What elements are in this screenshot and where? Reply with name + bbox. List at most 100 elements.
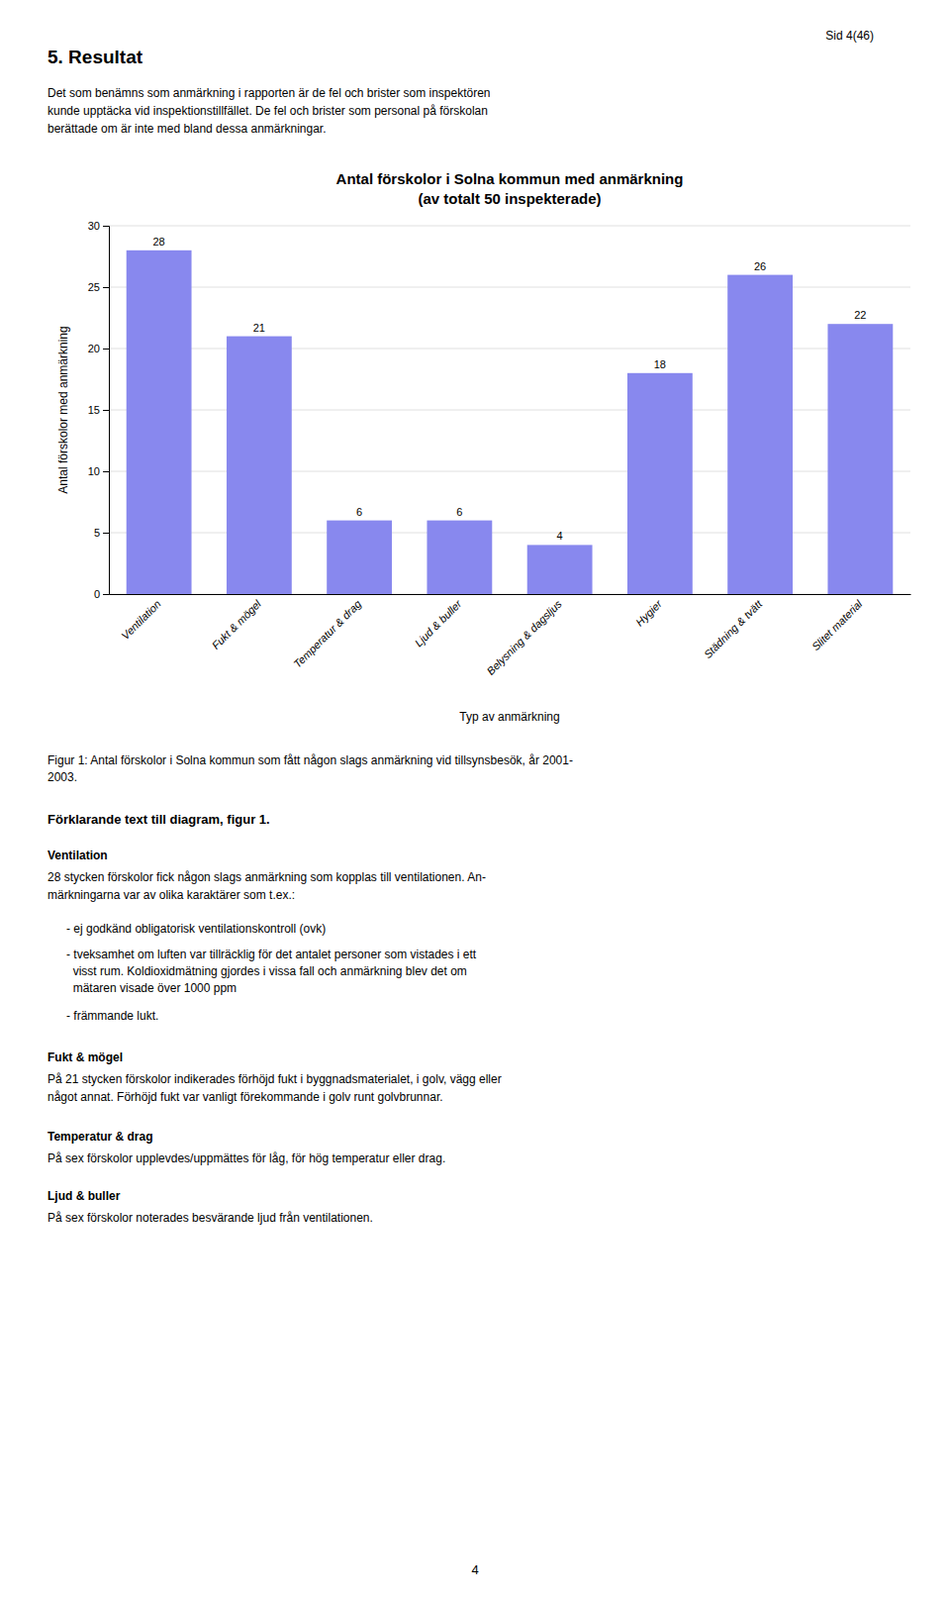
- page-header: Sid 4(46): [825, 28, 874, 43]
- x-tick-label: Ljud & buller: [412, 596, 466, 650]
- text-line: Ljud & buller: [47, 1188, 121, 1203]
- text-line: Temperatur & drag: [47, 1129, 153, 1143]
- bar: [126, 250, 192, 594]
- text-line: märkningarna var av olika karaktärer som…: [47, 887, 295, 902]
- y-tick-mark: [102, 532, 109, 534]
- y-axis-title: Antal förskolor med anmärkning: [56, 325, 71, 493]
- data-label: 26: [754, 260, 766, 273]
- y-tick-label: 5: [94, 526, 100, 539]
- y-tick-mark: [102, 286, 109, 288]
- data-label: 4: [557, 529, 564, 542]
- heading: 5. Resultat: [47, 46, 144, 68]
- y-tick: 25: [88, 281, 109, 293]
- x-tick: Temperatur & drag: [290, 596, 365, 670]
- data-label: 6: [456, 505, 463, 518]
- y-tick-mark: [102, 348, 109, 350]
- text-line: På sex förskolor noterades besvärande lj…: [47, 1210, 374, 1225]
- y-tick: 15: [88, 403, 109, 416]
- subsection-title: Fukt & mögel: [47, 1049, 123, 1064]
- data-label: 28: [153, 235, 166, 248]
- x-tick-label: Hygier: [633, 596, 665, 629]
- x-tick-label: Städning & tvätt: [701, 596, 765, 661]
- bar: [627, 373, 693, 594]
- x-tick: Hygier: [633, 596, 665, 629]
- y-tick-label: 0: [94, 587, 100, 600]
- paragraph: 28 stycken förskolor fick någon slags an…: [47, 869, 486, 902]
- x-axis-title: Typ av anmärkning: [459, 709, 560, 724]
- bullet: - ej godkänd obligatorisk ventilationsko…: [66, 921, 326, 936]
- x-tick: Städning & tvätt: [701, 596, 765, 661]
- y-tick: 30: [88, 219, 109, 232]
- data-label: 22: [854, 308, 866, 321]
- paragraph: På sex förskolor noterades besvärande lj…: [47, 1210, 374, 1225]
- bars: [126, 250, 894, 594]
- y-tick: 5: [94, 526, 109, 539]
- chart-subtitle: (av totalt 50 inspekterade): [417, 190, 601, 207]
- document: Sid 4(46) 5. Resultat Det som benämns som …: [47, 28, 874, 1577]
- text-line: Figur 1: Antal förskolor i Solna kommun …: [47, 753, 573, 767]
- text-line: visst rum. Koldioxidmätning gjordes i vi…: [66, 963, 468, 978]
- text-line: 2003.: [47, 769, 78, 784]
- y-tick-mark: [102, 471, 109, 473]
- bar: [827, 323, 893, 594]
- text-line: mätaren visade över 1000 ppm: [66, 980, 237, 995]
- grid: [108, 225, 911, 594]
- y-tick: 20: [88, 342, 109, 355]
- text-line: kunde upptäcka vid inspektionstillfället…: [47, 103, 488, 118]
- page-number: 4: [471, 1561, 478, 1577]
- y-tick-label: 25: [88, 281, 100, 293]
- text-line: - ej godkänd obligatorisk ventilationsko…: [66, 921, 326, 936]
- x-tick: Belysning & dagsljus: [483, 596, 565, 677]
- text-line: berättade om är inte med bland dessa anm…: [47, 121, 327, 136]
- paragraph: På sex förskolor upplevdes/uppmättes för…: [47, 1150, 446, 1165]
- y-tick: 10: [88, 465, 109, 477]
- bullet: - tveksamhet om luften var tillräcklig f…: [66, 947, 477, 995]
- subsection-title: Temperatur & drag: [47, 1129, 153, 1143]
- x-tick: Slitet material: [809, 596, 865, 653]
- subsection-title: Ljud & buller: [47, 1188, 121, 1203]
- bullet: - främmande lukt.: [66, 1008, 159, 1023]
- data-label: 21: [253, 321, 266, 334]
- text-line: Sid 4(46): [825, 28, 874, 43]
- paragraph: Det som benämns som anmärkning i rapport…: [47, 86, 491, 136]
- y-tick-label: 30: [88, 219, 100, 232]
- y-axis: 0 5 10 15 20 25 30: [88, 219, 110, 600]
- x-tick: Ljud & buller: [412, 596, 466, 650]
- text-line: På sex förskolor upplevdes/uppmättes för…: [47, 1150, 446, 1165]
- x-axis: Ventilation Fukt & mögel Temperatur & drag…: [109, 594, 912, 677]
- text-line: något annat. Förhöjd fukt var vanligt fö…: [47, 1089, 444, 1104]
- bar: [527, 544, 593, 594]
- bar: [727, 275, 793, 594]
- x-tick-label: Fukt & mögel: [209, 596, 265, 652]
- y-tick: 0: [94, 587, 109, 600]
- y-tick-label: 20: [88, 342, 100, 355]
- bar: [226, 336, 292, 594]
- y-tick-mark: [102, 409, 109, 411]
- x-tick: Ventilation: [118, 597, 164, 643]
- x-tick: Fukt & mögel: [209, 596, 265, 652]
- page: Sid 4(46) 5. Resultat Det som benämns som …: [0, 0, 950, 1600]
- text-line: På 21 stycken förskolor indikerades förh…: [47, 1071, 502, 1086]
- text-line: Det som benämns som anmärkning i rapport…: [47, 86, 491, 100]
- x-tick-label: Ventilation: [118, 597, 164, 643]
- x-tick-label: Belysning & dagsljus: [483, 596, 565, 677]
- x-tick-label: Slitet material: [809, 596, 865, 653]
- text-line: Ventilation: [47, 848, 108, 862]
- data-label: 6: [356, 505, 363, 518]
- y-tick-mark: [102, 593, 109, 595]
- bar: [426, 520, 492, 594]
- text-line: 5. Resultat: [47, 46, 144, 68]
- data-label: 18: [654, 358, 666, 371]
- x-tick-label: Temperatur & drag: [290, 596, 365, 670]
- chart: Antal förskolor i Solna kommun med anmär…: [56, 170, 912, 724]
- grid-line: [108, 225, 911, 227]
- text-line: Fukt & mögel: [47, 1049, 123, 1064]
- text-line: 4: [471, 1561, 478, 1577]
- y-tick-label: 15: [88, 403, 100, 416]
- y-axis-line: [102, 226, 110, 595]
- text-line: 28 stycken förskolor fick någon slags an…: [47, 869, 486, 884]
- text-line: Förklarande text till diagram, figur 1.: [47, 811, 271, 827]
- figure-caption: Figur 1: Antal förskolor i Solna kommun …: [47, 753, 573, 784]
- paragraph: På 21 stycken förskolor indikerades förh…: [47, 1071, 502, 1104]
- data-labels: 28 21 6 6 4 18 26 22: [153, 235, 867, 543]
